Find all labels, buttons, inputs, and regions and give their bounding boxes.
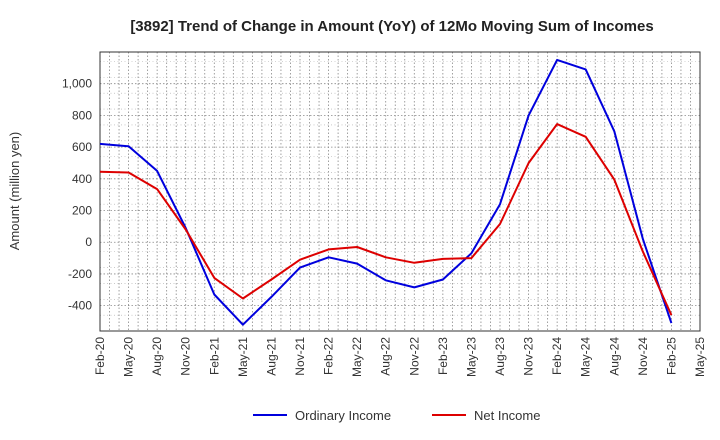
net-income-line: [99, 123, 673, 316]
x-tick-label: Aug-23: [493, 337, 507, 376]
x-tick-label: May-22: [350, 337, 364, 377]
y-tick-label: 400: [72, 172, 92, 186]
x-tick-label: Aug-20: [150, 337, 164, 376]
y-tick-label: -400: [68, 299, 92, 313]
ordinary-income-line: [99, 58, 673, 326]
y-tick-labels: -400 -200 0 200 400 600 800 1,000: [62, 77, 92, 313]
x-tick-label: Aug-24: [607, 337, 621, 376]
plot-frame: [99, 51, 701, 332]
x-tick-label: Feb-22: [322, 337, 336, 375]
y-tick-label: 600: [72, 140, 92, 154]
x-tick-label: Feb-25: [664, 337, 678, 375]
x-tick-label: Nov-24: [636, 337, 650, 376]
x-tick-label: May-23: [464, 337, 478, 377]
y-tick-label: 1,000: [62, 77, 92, 91]
x-tick-label: Nov-20: [179, 337, 193, 376]
x-tick-label: Nov-23: [522, 337, 536, 376]
x-tick-label: Aug-22: [379, 337, 393, 376]
x-tick-label: Nov-22: [407, 337, 421, 376]
x-tick-label: May-20: [122, 337, 136, 377]
x-tick-label: May-21: [236, 337, 250, 377]
y-axis-label: Amount (million yen): [7, 132, 22, 251]
plot-background: [100, 52, 700, 331]
x-tick-label: Nov-21: [293, 337, 307, 376]
x-tick-label: Feb-24: [550, 337, 564, 375]
vertical-gridlines: [99, 52, 701, 331]
y-tick-label: 0: [85, 235, 92, 249]
x-tick-label: Aug-21: [264, 337, 278, 376]
legend: Ordinary Income Net Income: [253, 408, 540, 423]
x-tick-label: Feb-23: [436, 337, 450, 375]
y-tick-label: -200: [68, 267, 92, 281]
plot-area: -400 -200 0 200 400 600 800 1,000 Feb-20 May-20 Au…: [62, 51, 707, 377]
x-tick-label: May-24: [579, 337, 593, 377]
y-tick-label: 800: [72, 108, 92, 122]
x-tick-label: Feb-20: [93, 337, 107, 375]
legend-label-net-income: Net Income: [474, 408, 540, 423]
x-tick-labels: Feb-20 May-20 Aug-20 Nov-20 Feb-21 May-21 Aug-…: [93, 337, 707, 377]
y-tick-label: 200: [72, 204, 92, 218]
x-tick-label: May-25: [693, 337, 707, 377]
chart-title: [3892] Trend of Change in Amount (YoY) o…: [130, 18, 653, 35]
legend-label-ordinary-income: Ordinary Income: [295, 408, 391, 423]
x-tick-label: Feb-21: [207, 337, 221, 375]
